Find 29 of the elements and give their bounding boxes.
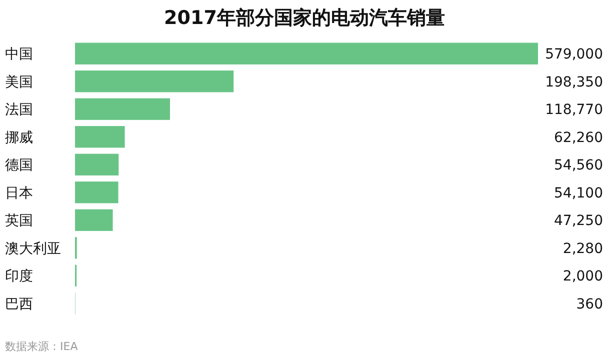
y-tick-label: 澳大利亚: [5, 240, 61, 257]
data-label: 62,260: [554, 130, 603, 146]
data-label: 360: [576, 296, 603, 312]
y-tick-label: 美国: [5, 74, 33, 90]
data-label: 2,280: [562, 240, 603, 257]
y-tick-label: 中国: [5, 46, 33, 62]
data-label: 54,100: [554, 185, 603, 202]
y-tick-label: 德国: [5, 158, 33, 174]
data-label: 54,560: [554, 158, 603, 174]
y-tick-label: 英国: [5, 213, 33, 230]
y-tick-label: 法国: [5, 102, 33, 118]
bar: [75, 42, 538, 64]
y-tick-label: 挪威: [5, 130, 33, 146]
y-tick-label: 印度: [5, 268, 33, 285]
y-tick-label: 日本: [5, 185, 33, 202]
bar: [75, 126, 125, 148]
data-label: 198,350: [545, 74, 603, 90]
data-label: 579,000: [545, 46, 603, 62]
bar: [75, 154, 119, 176]
chart-title: 2017年部分国家的电动汽车销量: [164, 7, 445, 29]
source-note: 数据来源：IEA: [5, 340, 78, 353]
data-label: 47,250: [554, 213, 603, 230]
bar: [75, 70, 234, 92]
data-label: 2,000: [562, 268, 603, 285]
data-label: 118,770: [545, 102, 603, 118]
bar: [75, 209, 113, 231]
bar: [75, 182, 118, 204]
y-tick-label: 巴西: [5, 296, 33, 312]
bar: [75, 98, 170, 120]
